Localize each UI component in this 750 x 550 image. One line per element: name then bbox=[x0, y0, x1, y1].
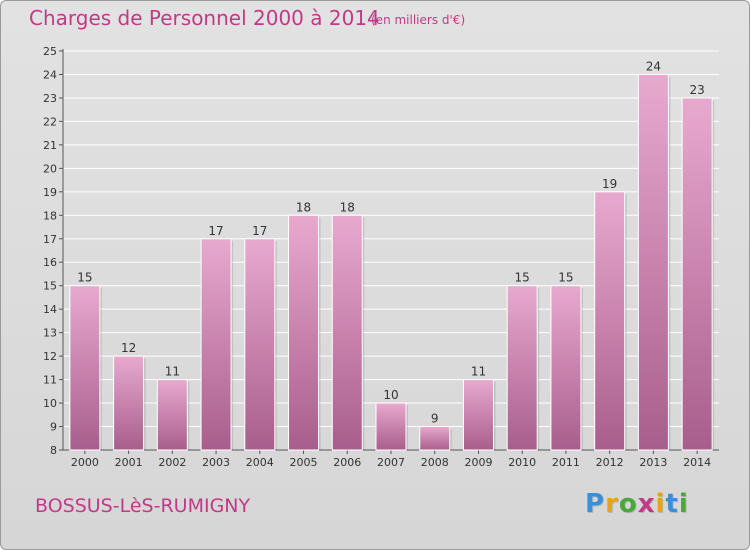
data-labels: 15 12 11 17 17 18 18 10 9 11 15 15 19 24 23 bbox=[77, 59, 705, 425]
x-tick-label-2007: 2007 bbox=[377, 456, 405, 469]
bar-2007 bbox=[375, 402, 407, 451]
x-tick-label-2008: 2008 bbox=[421, 456, 449, 469]
bar-2013 bbox=[637, 73, 669, 451]
x-tick-label-2010: 2010 bbox=[508, 456, 536, 469]
y-tick-label: 14 bbox=[43, 303, 57, 316]
brand-letter: P bbox=[585, 489, 606, 519]
y-tick-label: 13 bbox=[43, 327, 57, 340]
data-label-2003: 17 bbox=[208, 224, 223, 238]
x-tick-label-2004: 2004 bbox=[246, 456, 274, 469]
data-label-2004: 17 bbox=[252, 224, 267, 238]
data-label-2014: 23 bbox=[689, 83, 704, 97]
data-label-2008: 9 bbox=[431, 412, 439, 426]
y-tick-label: 24 bbox=[43, 68, 57, 81]
y-tick-labels: 8 9 10 11 12 13 14 15 16 17 18 19 20 21 22 23 24 25 bbox=[43, 45, 57, 457]
x-tick-label-2001: 2001 bbox=[115, 456, 143, 469]
bar-2011 bbox=[550, 285, 582, 451]
y-tick-label: 22 bbox=[43, 115, 57, 128]
brand-letter: r bbox=[605, 489, 619, 519]
bar-2014 bbox=[681, 97, 713, 451]
x-tick-labels: 2000 2001 2002 2003 2004 2005 2006 2007 2008 2009… bbox=[71, 456, 711, 469]
bar-2001 bbox=[113, 355, 145, 451]
x-tick-label-2014: 2014 bbox=[683, 456, 711, 469]
town-name: BOSSUS-LèS-RUMIGNY bbox=[35, 495, 251, 517]
y-tick-label: 8 bbox=[50, 444, 57, 457]
bar-2008 bbox=[419, 426, 451, 451]
x-tick-label-2006: 2006 bbox=[333, 456, 361, 469]
bar-2000 bbox=[69, 285, 101, 451]
bar-2005 bbox=[288, 214, 320, 451]
proxiti-logo: Proxiti bbox=[585, 489, 689, 519]
x-tick-label-2013: 2013 bbox=[639, 456, 667, 469]
data-label-2005: 18 bbox=[296, 200, 311, 214]
brand-letter: o bbox=[618, 489, 638, 519]
y-tick-label: 16 bbox=[43, 256, 57, 269]
y-tick-label: 10 bbox=[43, 397, 57, 410]
y-tick-label: 25 bbox=[43, 45, 57, 58]
x-tick-label-2009: 2009 bbox=[464, 456, 492, 469]
brand-letter: t bbox=[665, 489, 679, 519]
brand-letter: x bbox=[637, 489, 656, 519]
bar-2003 bbox=[200, 238, 232, 451]
y-tick-label: 11 bbox=[43, 374, 57, 387]
y-tick-label: 15 bbox=[43, 280, 57, 293]
x-tick-label-2003: 2003 bbox=[202, 456, 230, 469]
data-label-2009: 11 bbox=[471, 365, 486, 379]
bar-2006 bbox=[331, 214, 363, 451]
chart-subtitle: (en milliers d'€) bbox=[371, 13, 466, 27]
brand-letter: i bbox=[678, 489, 689, 519]
y-tick-label: 18 bbox=[43, 209, 57, 222]
y-tick-label: 20 bbox=[43, 162, 57, 175]
data-label-2011: 15 bbox=[558, 271, 573, 285]
bar-2002 bbox=[156, 379, 188, 451]
y-tick-label: 9 bbox=[50, 421, 57, 434]
x-tick-label-2000: 2000 bbox=[71, 456, 99, 469]
data-label-2006: 18 bbox=[340, 200, 355, 214]
x-tick-label-2011: 2011 bbox=[552, 456, 580, 469]
y-tick-label: 23 bbox=[43, 92, 57, 105]
y-tick-label: 19 bbox=[43, 186, 57, 199]
y-tick-label: 21 bbox=[43, 139, 57, 152]
bar-2009 bbox=[462, 379, 494, 451]
y-tick-label: 17 bbox=[43, 233, 57, 246]
y-tick-label: 12 bbox=[43, 350, 57, 363]
bar-2004 bbox=[244, 238, 276, 451]
bar-2012 bbox=[594, 191, 626, 451]
brand-letter: i bbox=[655, 489, 666, 519]
data-label-2001: 12 bbox=[121, 341, 136, 355]
data-label-2012: 19 bbox=[602, 177, 617, 191]
bars bbox=[69, 73, 715, 451]
data-label-2010: 15 bbox=[515, 271, 530, 285]
data-label-2007: 10 bbox=[383, 388, 398, 402]
chart-title: Charges de Personnel 2000 à 2014 bbox=[29, 6, 380, 30]
x-tick-label-2005: 2005 bbox=[290, 456, 318, 469]
x-tick-label-2012: 2012 bbox=[596, 456, 624, 469]
bar-2010 bbox=[506, 285, 538, 451]
data-label-2013: 24 bbox=[646, 59, 661, 73]
x-tick-label-2002: 2002 bbox=[158, 456, 186, 469]
data-label-2002: 11 bbox=[165, 365, 180, 379]
data-label-2000: 15 bbox=[77, 271, 92, 285]
